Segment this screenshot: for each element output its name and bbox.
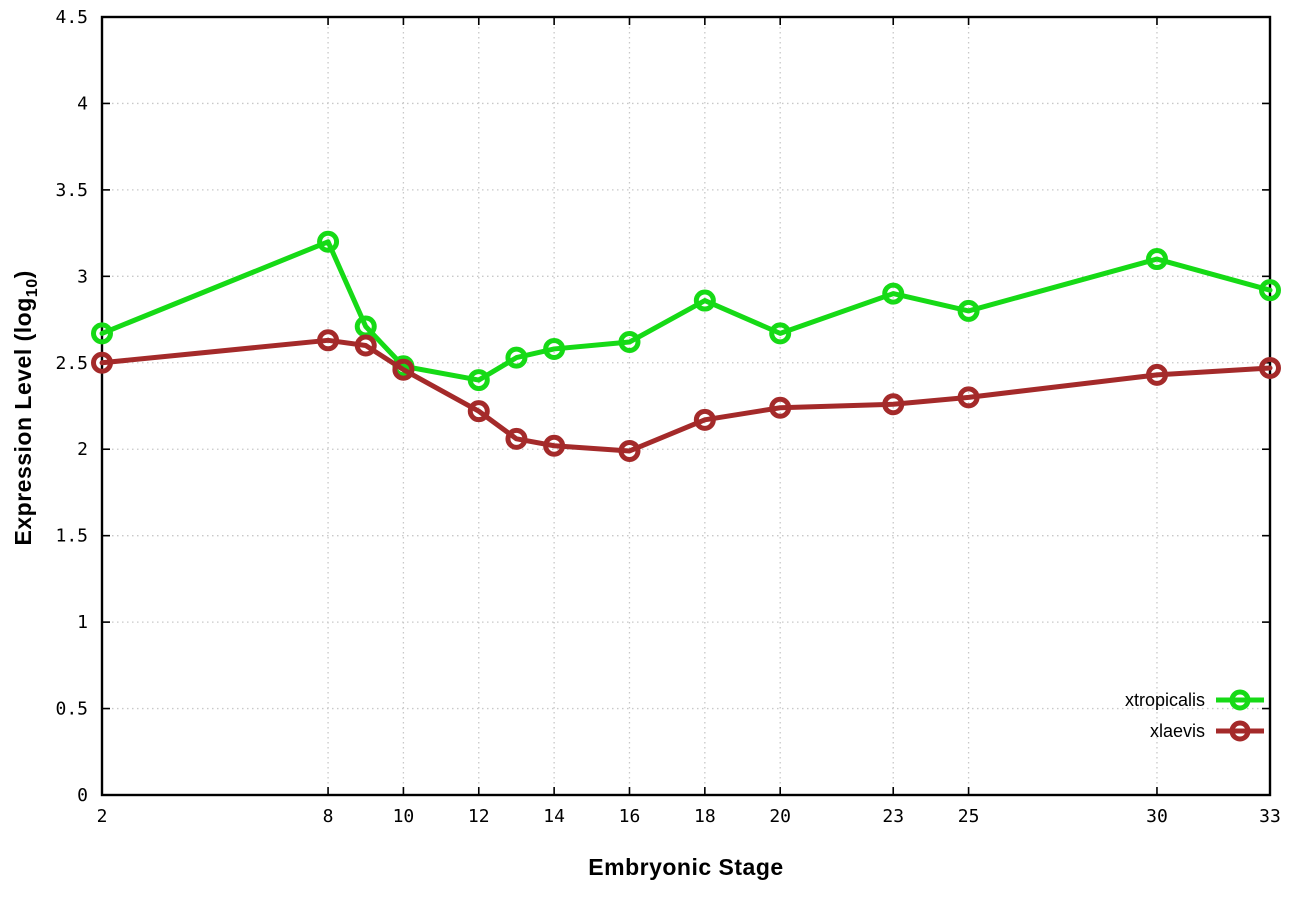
x-tick-label: 25 — [958, 806, 980, 827]
series-xlaevis-line — [99, 337, 1273, 454]
data-point-marker — [693, 289, 716, 312]
data-point-marker — [1145, 248, 1168, 271]
data-point-marker — [317, 230, 340, 253]
data-point-marker — [957, 386, 980, 409]
y-axis-title: Expression Level (log10) — [10, 18, 42, 798]
data-point-marker — [882, 282, 905, 305]
y-tick-label: 4.5 — [55, 7, 88, 28]
data-point-marker — [882, 393, 905, 416]
data-point-marker — [505, 427, 528, 450]
data-point-marker — [467, 369, 490, 392]
y-tick-label: 3 — [77, 266, 88, 287]
data-point-marker — [769, 396, 792, 419]
legend: xtropicalis xlaevis — [1125, 688, 1265, 743]
x-tick-labels: 2 8 10 12 14 16 18 20 23 25 30 33 — [97, 806, 1281, 827]
plot-border — [100, 15, 1272, 797]
y-axis-title-subscript: 10 — [22, 278, 41, 298]
data-point-marker — [1145, 363, 1168, 386]
legend-item: xlaevis — [1150, 719, 1265, 743]
y-tick-label: 0 — [77, 785, 88, 806]
x-tick-label: 16 — [619, 806, 641, 827]
y-tick-label: 4 — [77, 93, 88, 114]
data-point-marker — [543, 434, 566, 457]
x-tick-label: 14 — [543, 806, 565, 827]
data-point-marker — [392, 358, 415, 381]
y-axis-title-main: Expression Level (log — [10, 297, 37, 546]
y-tick-label: 2.5 — [55, 353, 88, 374]
x-axis-title: Embryonic Stage — [588, 854, 784, 880]
y-tick-label: 1 — [77, 612, 88, 633]
data-point-marker — [91, 351, 113, 374]
data-point-marker — [1259, 356, 1281, 379]
y-tick-label: 2 — [77, 439, 88, 460]
y-tick-label: 1.5 — [55, 526, 88, 547]
x-tick-label: 12 — [468, 806, 490, 827]
y-axis-title-close: ) — [10, 270, 37, 279]
series-xtropicalis-line — [99, 239, 1273, 383]
data-point-marker — [543, 337, 566, 360]
x-tick-label: 23 — [882, 806, 904, 827]
data-point-marker — [467, 400, 490, 423]
data-point-marker — [91, 322, 113, 345]
x-tick-label: 18 — [694, 806, 716, 827]
legend-marker-icon — [1216, 689, 1264, 711]
data-point-marker — [769, 322, 792, 345]
x-tick-label: 2 — [97, 806, 108, 827]
x-tick-label: 30 — [1146, 806, 1168, 827]
data-point-marker — [1259, 279, 1281, 302]
legend-item: xtropicalis — [1125, 688, 1265, 712]
x-tick-label: 8 — [323, 806, 334, 827]
legend-marker-icon — [1216, 720, 1264, 742]
y-tick-label: 0.5 — [55, 699, 88, 720]
x-tick-label: 10 — [393, 806, 415, 827]
tick-marks — [101, 16, 1271, 796]
data-point-marker — [618, 439, 641, 462]
x-tick-label: 20 — [769, 806, 791, 827]
x-tick-label: 33 — [1259, 806, 1281, 827]
grid-lines — [102, 17, 1270, 795]
data-point-marker — [693, 408, 716, 431]
series-xlaevis-markers — [91, 329, 1281, 462]
y-tick-label: 3.5 — [55, 180, 88, 201]
data-point-marker — [317, 329, 340, 352]
data-point-marker — [618, 331, 641, 354]
legend-label: xtropicalis — [1124, 689, 1205, 710]
y-tick-labels: 0 0.5 1 1.5 2 2.5 3 3.5 4 4.5 — [55, 7, 88, 806]
series-xtropicalis-markers — [91, 230, 1281, 392]
data-point-marker — [505, 346, 528, 369]
legend-label: xlaevis — [1149, 720, 1205, 741]
data-point-marker — [354, 334, 377, 357]
data-point-marker — [957, 299, 980, 322]
